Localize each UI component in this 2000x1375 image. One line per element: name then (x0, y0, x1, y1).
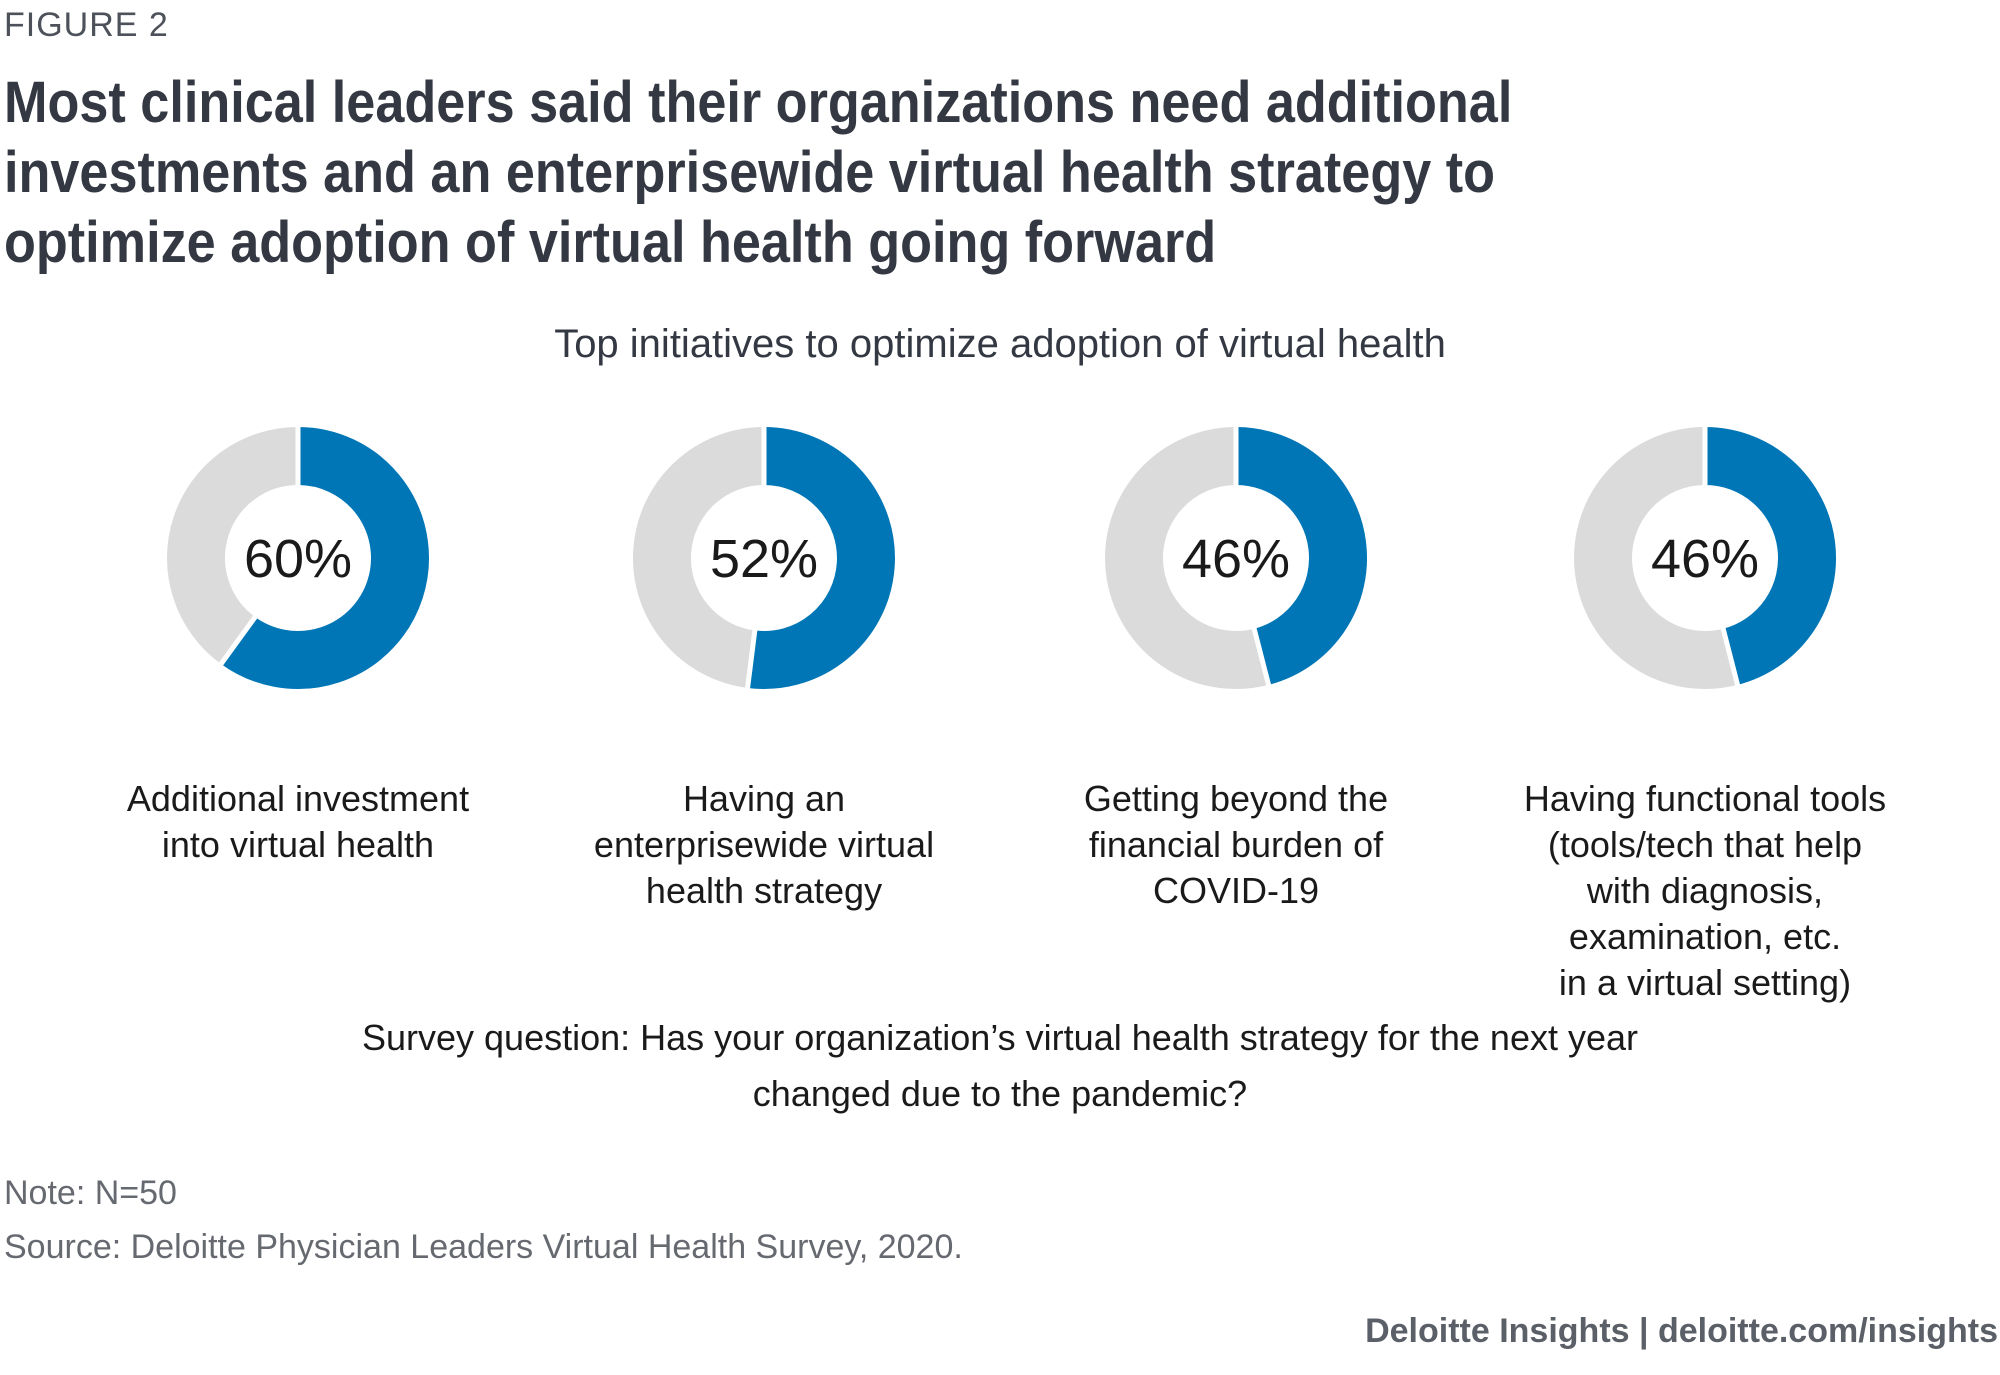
survey-question: Survey question: Has your organization’s… (361, 1017, 1638, 1114)
donut-1-value-slice (747, 427, 895, 689)
donut-3-remainder-slice (1574, 427, 1738, 689)
headline: Most clinical leaders said their organiz… (4, 70, 1513, 275)
source: Source: Deloitte Physician Leaders Virtu… (4, 1228, 963, 1266)
donut-0-remainder-slice (167, 427, 299, 664)
donut-3-value-label: 46% (1651, 529, 1759, 589)
donut-3-value-slice (1704, 427, 1836, 685)
donut-2-remainder-slice (1105, 427, 1269, 689)
donut-0-separator-end (217, 613, 259, 668)
figure-label: FIGURE 2 (4, 6, 169, 44)
donut-1-value-label: 52% (710, 529, 818, 589)
donut-2-separator-end (1251, 626, 1272, 688)
donut-3-separator-end (1720, 626, 1741, 688)
donut-label-1: Having an enterprisewide virtual health st… (593, 778, 935, 911)
donut-0: 60% (167, 425, 429, 689)
donut-0-value-label: 60% (244, 529, 352, 589)
donut-3: 46% (1574, 425, 1836, 689)
chart-title: Top initiatives to optimize adoption of … (554, 322, 1446, 366)
donut-label-0: Additional investment into virtual health (126, 778, 470, 865)
note: Note: N=50 (4, 1174, 177, 1212)
donut-label-2: Getting beyond the financial burden of COV… (1083, 778, 1389, 911)
donut-1-remainder-slice (632, 427, 765, 688)
credit: Deloitte Insights | deloitte.com/insight… (1365, 1312, 1998, 1350)
donut-label-3: Having functional tools (tools/tech that … (1523, 778, 1887, 1003)
donut-1-separator-end (744, 628, 758, 691)
donut-1: 52% (632, 425, 895, 691)
donut-0-value-slice (221, 427, 429, 689)
donut-2-value-slice (1235, 427, 1367, 685)
donut-2-value-label: 46% (1182, 529, 1290, 589)
donut-2: 46% (1105, 425, 1367, 689)
